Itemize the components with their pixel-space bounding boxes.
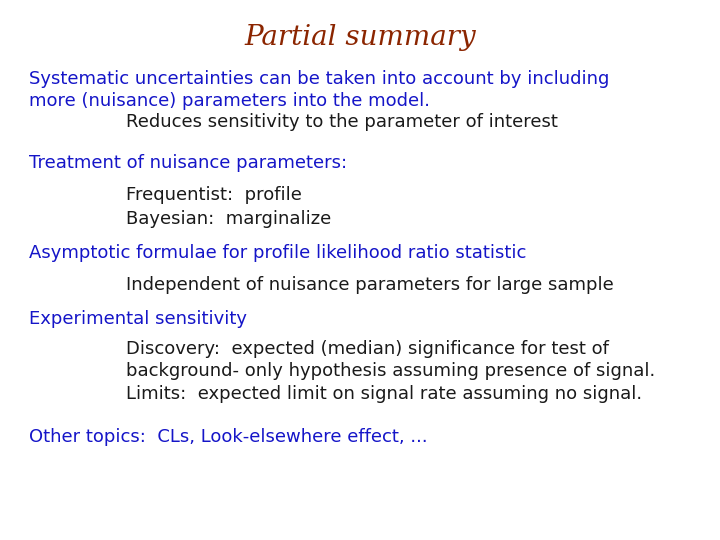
Text: Other topics:  CLs, Look-elsewhere effect, ...: Other topics: CLs, Look-elsewhere effect… (29, 428, 428, 445)
Text: Asymptotic formulae for profile likelihood ratio statistic: Asymptotic formulae for profile likeliho… (29, 244, 526, 262)
Text: Bayesian:  marginalize: Bayesian: marginalize (126, 210, 331, 227)
Text: Independent of nuisance parameters for large sample: Independent of nuisance parameters for l… (126, 276, 613, 294)
Text: Reduces sensitivity to the parameter of interest: Reduces sensitivity to the parameter of … (126, 113, 558, 131)
Text: Experimental sensitivity: Experimental sensitivity (29, 310, 247, 328)
Text: Partial summary: Partial summary (244, 24, 476, 51)
Text: Treatment of nuisance parameters:: Treatment of nuisance parameters: (29, 154, 347, 172)
Text: Systematic uncertainties can be taken into account by including
more (nuisance) : Systematic uncertainties can be taken in… (29, 70, 609, 110)
Text: Frequentist:  profile: Frequentist: profile (126, 186, 302, 204)
Text: Discovery:  expected (median) significance for test of
background- only hypothes: Discovery: expected (median) significanc… (126, 340, 655, 403)
